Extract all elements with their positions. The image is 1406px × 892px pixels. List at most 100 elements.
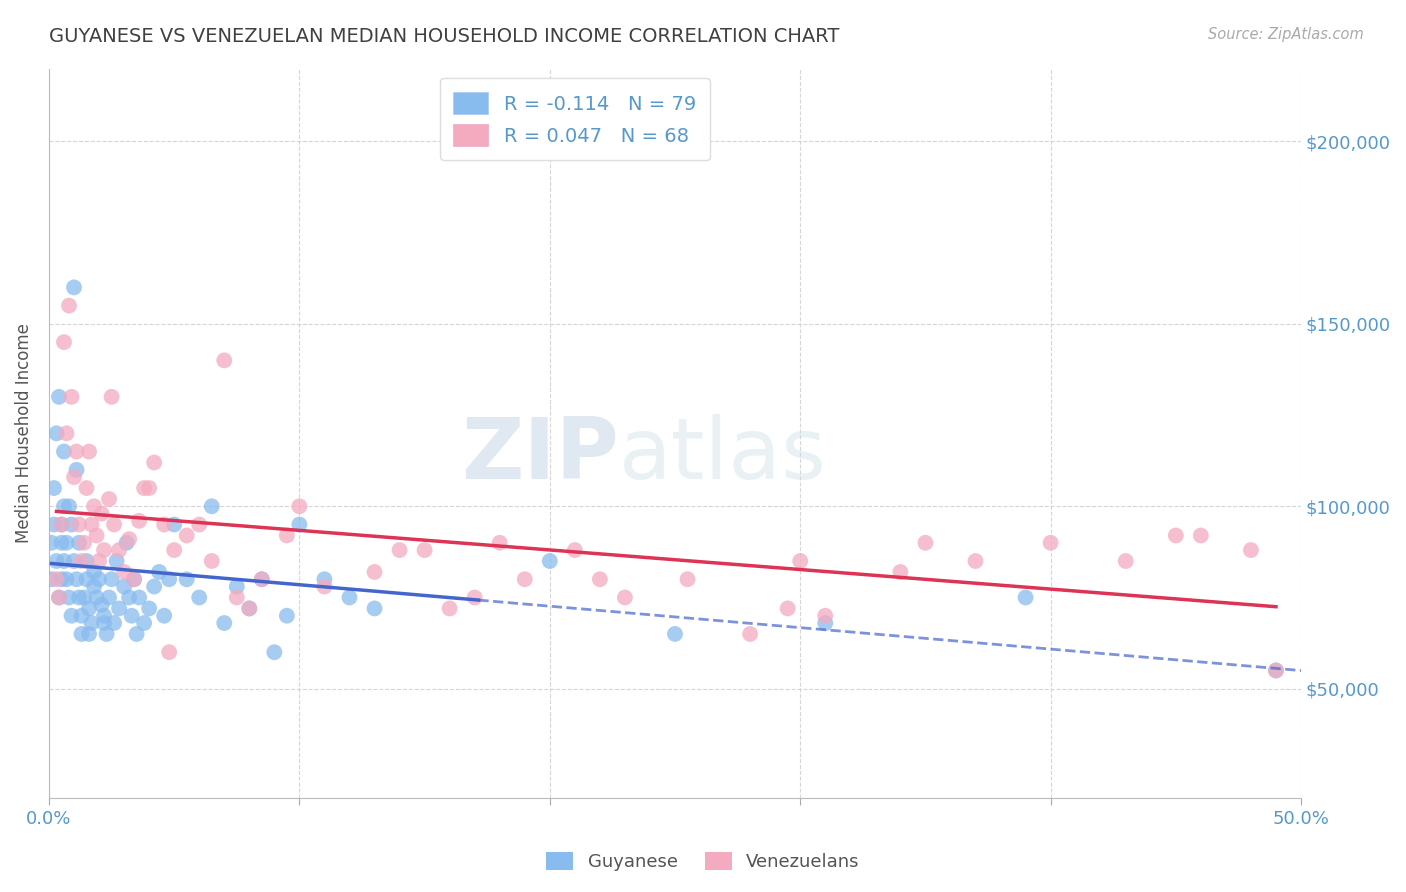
Point	[53, 444, 76, 458]
Point	[77, 444, 100, 458]
Point	[128, 591, 150, 605]
Point	[276, 528, 298, 542]
Point	[148, 565, 170, 579]
Point	[63, 554, 86, 568]
Point	[225, 580, 247, 594]
Point	[98, 591, 121, 605]
Point	[42, 517, 65, 532]
Point	[814, 615, 837, 630]
Point	[153, 517, 176, 532]
Point	[965, 554, 987, 568]
Point	[87, 572, 110, 586]
Point	[83, 565, 105, 579]
Point	[83, 500, 105, 514]
Point	[201, 554, 224, 568]
Point	[513, 572, 536, 586]
Point	[48, 390, 70, 404]
Point	[238, 601, 260, 615]
Point	[105, 554, 128, 568]
Point	[60, 517, 83, 532]
Point	[87, 554, 110, 568]
Point	[564, 543, 586, 558]
Point	[96, 627, 118, 641]
Point	[163, 517, 186, 532]
Point	[914, 535, 936, 549]
Point	[70, 608, 93, 623]
Point	[138, 601, 160, 615]
Point	[58, 591, 80, 605]
Point	[134, 615, 156, 630]
Point	[314, 580, 336, 594]
Point	[176, 528, 198, 542]
Text: atlas: atlas	[619, 414, 827, 497]
Point	[51, 572, 73, 586]
Point	[93, 615, 115, 630]
Point	[122, 572, 145, 586]
Point	[76, 572, 98, 586]
Point	[63, 470, 86, 484]
Point	[103, 517, 125, 532]
Point	[100, 572, 122, 586]
Point	[112, 565, 135, 579]
Point	[613, 591, 636, 605]
Point	[664, 627, 686, 641]
Point	[67, 517, 90, 532]
Point	[108, 543, 131, 558]
Point	[77, 627, 100, 641]
Point	[51, 535, 73, 549]
Point	[45, 426, 67, 441]
Point	[1240, 543, 1263, 558]
Point	[214, 353, 236, 368]
Point	[112, 580, 135, 594]
Point	[214, 615, 236, 630]
Point	[48, 591, 70, 605]
Point	[42, 481, 65, 495]
Point	[60, 608, 83, 623]
Point	[41, 535, 63, 549]
Point	[76, 481, 98, 495]
Point	[238, 601, 260, 615]
Point	[188, 517, 211, 532]
Point	[76, 554, 98, 568]
Point	[250, 572, 273, 586]
Point	[1115, 554, 1137, 568]
Point	[143, 456, 166, 470]
Point	[98, 491, 121, 506]
Point	[439, 601, 461, 615]
Point	[53, 500, 76, 514]
Point	[73, 535, 96, 549]
Point	[122, 572, 145, 586]
Point	[276, 608, 298, 623]
Point	[163, 543, 186, 558]
Point	[90, 598, 112, 612]
Point	[45, 554, 67, 568]
Point	[80, 517, 103, 532]
Text: Source: ZipAtlas.com: Source: ZipAtlas.com	[1208, 27, 1364, 42]
Point	[60, 390, 83, 404]
Point	[86, 528, 108, 542]
Point	[153, 608, 176, 623]
Point	[125, 627, 148, 641]
Y-axis label: Median Household Income: Median Household Income	[15, 324, 32, 543]
Point	[100, 390, 122, 404]
Point	[288, 500, 311, 514]
Point	[363, 565, 385, 579]
Point	[201, 500, 224, 514]
Point	[789, 554, 811, 568]
Point	[263, 645, 285, 659]
Point	[1265, 664, 1288, 678]
Text: GUYANESE VS VENEZUELAN MEDIAN HOUSEHOLD INCOME CORRELATION CHART: GUYANESE VS VENEZUELAN MEDIAN HOUSEHOLD …	[49, 27, 839, 45]
Point	[121, 608, 143, 623]
Point	[128, 514, 150, 528]
Point	[740, 627, 762, 641]
Point	[86, 591, 108, 605]
Point	[70, 554, 93, 568]
Point	[776, 601, 799, 615]
Point	[188, 591, 211, 605]
Point	[314, 572, 336, 586]
Point	[176, 572, 198, 586]
Point	[93, 608, 115, 623]
Point	[48, 591, 70, 605]
Point	[134, 481, 156, 495]
Point	[464, 591, 486, 605]
